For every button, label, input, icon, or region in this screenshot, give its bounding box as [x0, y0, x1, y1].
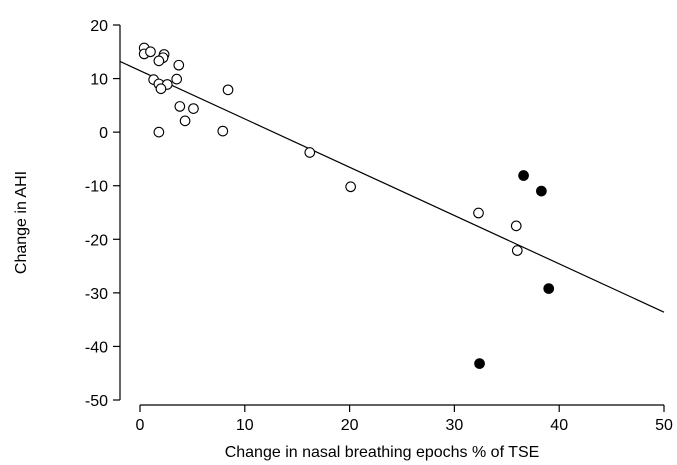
filled-data-point [536, 185, 547, 197]
y-tick-label: -10 [85, 179, 108, 196]
y-tick-label: -30 [85, 286, 108, 303]
open-data-point [217, 125, 229, 137]
axes: 20 10 0 -10 -20 -30 -40 -50 0 10 20 30 40 50 [85, 18, 673, 434]
open-data-point [511, 245, 523, 256]
y-tick-label: -40 [85, 339, 108, 356]
open-data-point [153, 126, 165, 138]
open-data-point [171, 73, 183, 85]
y-tick-label: 0 [99, 125, 108, 142]
open-data-point [155, 83, 167, 95]
y-tick-label: 20 [90, 18, 108, 35]
regression-line-group [119, 60, 665, 313]
filled-data-point [543, 283, 555, 294]
x-tick-label: 10 [236, 417, 254, 434]
x-axis-title: Change in nasal breathing epochs % of TS… [225, 444, 540, 461]
data-points [138, 42, 555, 369]
x-tick-label: 0 [136, 417, 145, 434]
x-tick-label: 30 [446, 417, 464, 434]
open-data-point [188, 103, 199, 114]
open-data-point [145, 46, 156, 58]
open-data-point [153, 55, 165, 67]
open-data-point [174, 101, 186, 112]
open-data-point [510, 220, 522, 232]
x-tick-label: 20 [341, 417, 359, 434]
open-data-point [179, 115, 191, 127]
x-tick-label: 50 [655, 417, 673, 434]
regression-line [119, 60, 665, 313]
open-data-point [304, 147, 316, 158]
y-tick-label: 10 [90, 72, 108, 89]
filled-data-point [518, 170, 529, 181]
x-tick-label: 40 [550, 417, 568, 434]
open-data-point [222, 84, 234, 96]
y-tick-label: -20 [85, 232, 108, 249]
open-data-point [173, 59, 185, 71]
open-data-point [345, 181, 356, 193]
y-axis-title: Change in AHI [13, 171, 30, 274]
filled-data-point [474, 358, 485, 369]
open-data-point [473, 207, 484, 219]
y-tick-label: -50 [85, 393, 108, 410]
